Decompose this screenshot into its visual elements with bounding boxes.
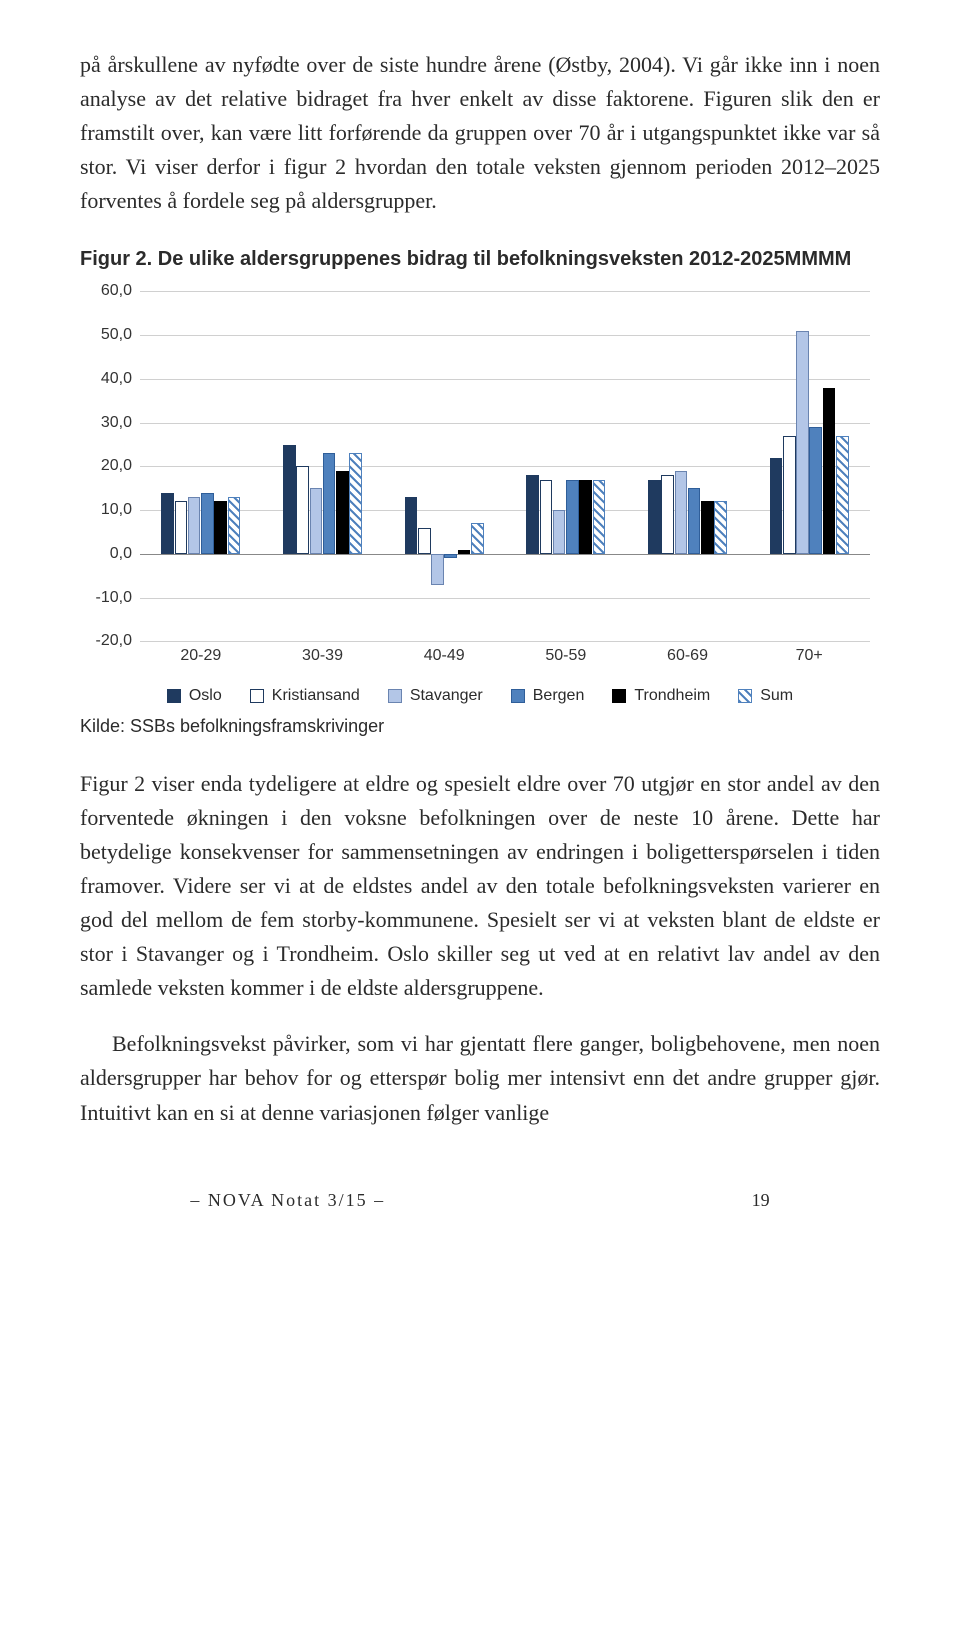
y-axis-label: -10,0 xyxy=(80,589,132,607)
bar xyxy=(796,331,809,554)
legend-swatch xyxy=(250,689,264,703)
y-axis-label: 60,0 xyxy=(80,282,132,300)
bar xyxy=(648,480,661,554)
y-axis-label: 20,0 xyxy=(80,457,132,475)
bar xyxy=(836,436,849,554)
bar xyxy=(349,453,362,554)
footer-text: – NOVA Notat 3/15 – xyxy=(190,1190,385,1210)
bar xyxy=(431,554,444,585)
page-number: 19 xyxy=(710,1190,770,1211)
bar xyxy=(336,471,349,554)
figure-2-chart: -20,0 -10,0 0,0 10,0 20,0 30,0 40,0 50,0 60,0 20-… xyxy=(80,281,880,681)
x-axis-label: 50-59 xyxy=(545,647,586,665)
y-axis-label: 30,0 xyxy=(80,414,132,432)
page: på årskullene av nyfødte over de siste h… xyxy=(0,0,960,1251)
legend-item: Oslo xyxy=(167,687,222,705)
bar xyxy=(175,501,188,554)
gridline xyxy=(140,598,870,599)
legend-item: Sum xyxy=(738,687,793,705)
legend-label: Bergen xyxy=(533,687,585,705)
legend-item: Bergen xyxy=(511,687,585,705)
bar xyxy=(283,445,296,554)
bar xyxy=(701,501,714,554)
legend-label: Trondheim xyxy=(634,687,710,705)
x-axis-label: 30-39 xyxy=(302,647,343,665)
legend-item: Trondheim xyxy=(612,687,710,705)
bar xyxy=(471,523,484,554)
gridline xyxy=(140,641,870,642)
gridline xyxy=(140,423,870,424)
paragraph-2: Figur 2 viser enda tydeligere at eldre o… xyxy=(80,767,880,1006)
gridline xyxy=(140,510,870,511)
y-axis-label: -20,0 xyxy=(80,632,132,650)
y-axis-label: 0,0 xyxy=(80,545,132,563)
bar xyxy=(540,480,553,554)
bar xyxy=(579,480,592,554)
legend-label: Oslo xyxy=(189,687,222,705)
bar xyxy=(809,427,822,554)
bar xyxy=(770,458,783,554)
bar xyxy=(823,388,836,554)
gridline xyxy=(140,466,870,467)
bar xyxy=(688,488,701,554)
legend-swatch xyxy=(738,689,752,703)
legend-label: Stavanger xyxy=(410,687,483,705)
paragraph-1: på årskullene av nyfødte over de siste h… xyxy=(80,48,880,218)
figure-caption: Figur 2. De ulike aldersgruppenes bidrag… xyxy=(80,248,880,271)
bar xyxy=(228,497,241,554)
x-axis-label: 40-49 xyxy=(424,647,465,665)
bar xyxy=(214,501,227,554)
page-footer: – NOVA Notat 3/15 – 19 xyxy=(80,1190,880,1211)
legend-swatch xyxy=(612,689,626,703)
gridline xyxy=(140,379,870,380)
legend-label: Kristiansand xyxy=(272,687,360,705)
y-axis-label: 40,0 xyxy=(80,370,132,388)
bar xyxy=(323,453,336,554)
bar xyxy=(675,471,688,554)
y-axis-label: 10,0 xyxy=(80,501,132,519)
legend-item: Kristiansand xyxy=(250,687,360,705)
bar xyxy=(783,436,796,554)
bar xyxy=(418,528,431,554)
legend-item: Stavanger xyxy=(388,687,483,705)
bar xyxy=(188,497,201,554)
bar xyxy=(661,475,674,554)
bar xyxy=(161,493,174,554)
legend-swatch xyxy=(511,689,525,703)
x-axis-label: 20-29 xyxy=(180,647,221,665)
legend-label: Sum xyxy=(760,687,793,705)
x-axis-label: 70+ xyxy=(796,647,823,665)
bar xyxy=(201,493,214,554)
x-axis-label: 60-69 xyxy=(667,647,708,665)
figure-source: Kilde: SSBs befolkningsframskrivinger xyxy=(80,716,880,737)
legend-swatch xyxy=(167,689,181,703)
bar xyxy=(593,480,606,554)
gridline xyxy=(140,291,870,292)
plot-area xyxy=(140,291,870,641)
y-axis-label: 50,0 xyxy=(80,326,132,344)
bar xyxy=(553,510,566,554)
bar xyxy=(526,475,539,554)
bar xyxy=(405,497,418,554)
bar xyxy=(714,501,727,554)
legend-swatch xyxy=(388,689,402,703)
bar xyxy=(296,466,309,554)
paragraph-3: Befolkningsvekst påvirker, som vi har gj… xyxy=(80,1027,880,1129)
gridline xyxy=(140,335,870,336)
bar xyxy=(458,550,471,554)
x-axis-line xyxy=(140,554,870,555)
bar xyxy=(444,554,457,558)
bar xyxy=(310,488,323,554)
bar xyxy=(566,480,579,554)
chart-legend: Oslo Kristiansand Stavanger Bergen Trondheim… xyxy=(80,687,880,705)
